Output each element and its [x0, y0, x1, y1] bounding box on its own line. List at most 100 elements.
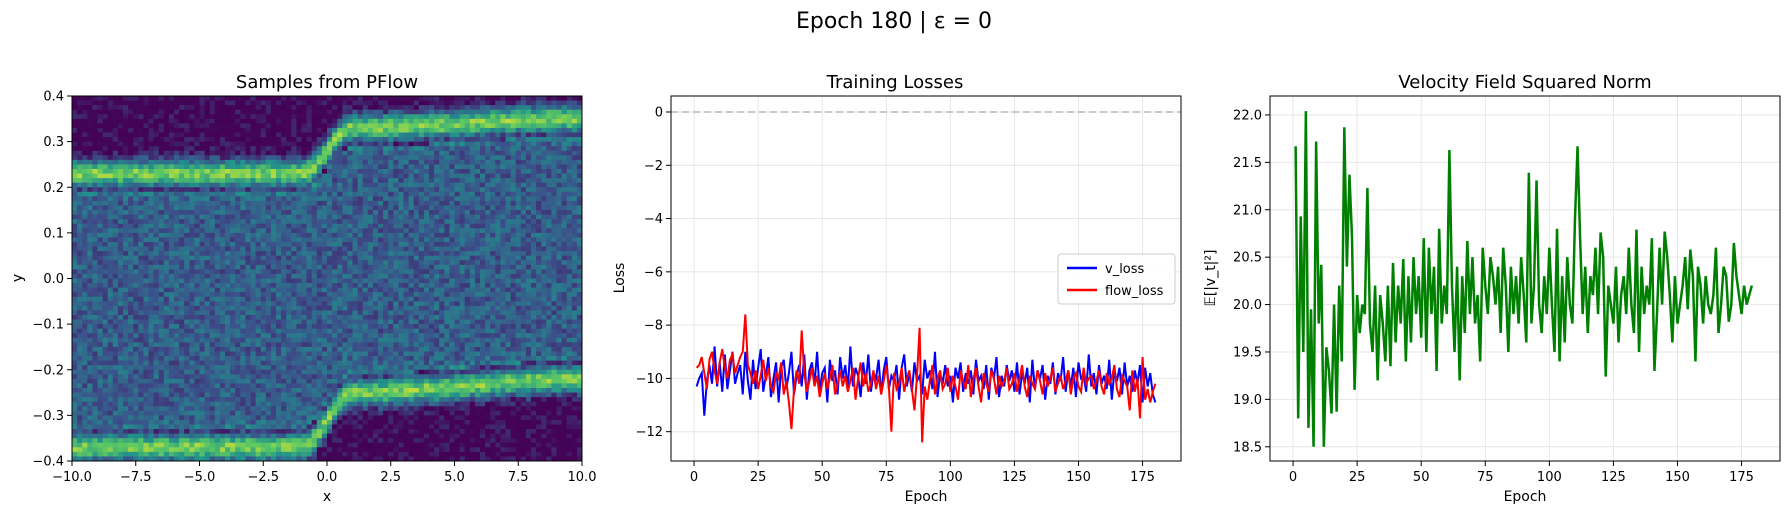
heatmap-cell [138, 178, 144, 184]
heatmap-cell [168, 214, 175, 220]
heatmap-cell [245, 246, 251, 252]
heatmap-cell [378, 219, 384, 225]
heatmap-cell [321, 214, 328, 220]
heatmap-cell [546, 301, 552, 307]
heatmap-cell [184, 310, 190, 316]
heatmap-cell [413, 287, 420, 293]
heatmap-cell [214, 105, 221, 111]
heatmap-cell [92, 137, 98, 143]
heatmap-cell [480, 251, 486, 257]
heatmap-cell [163, 232, 170, 238]
heatmap-cell [240, 305, 246, 311]
heatmap-cell [383, 127, 389, 133]
heatmap-cell [429, 150, 435, 156]
heatmap-cell [383, 232, 389, 238]
heatmap-cell [158, 305, 165, 311]
heatmap-cell [378, 292, 384, 298]
heatmap-cell [92, 283, 98, 289]
heatmap-cell [168, 237, 175, 243]
heatmap-cell [240, 187, 246, 193]
heatmap-cell [230, 141, 236, 147]
heatmap-cell [383, 146, 389, 152]
heatmap-cell [480, 223, 486, 229]
heatmap-cell [87, 301, 93, 307]
heatmap-cell [168, 196, 175, 202]
heatmap-cell [301, 242, 307, 247]
heatmap-cell [102, 205, 109, 211]
heatmap-cell [87, 287, 93, 293]
heatmap-cell [520, 228, 527, 234]
heatmap-cell [260, 137, 267, 143]
heatmap-cell [398, 210, 404, 216]
heatmap-cell [189, 273, 195, 279]
heatmap-cell [413, 187, 420, 193]
heatmap-cell [474, 301, 481, 307]
heatmap-cell [388, 127, 394, 133]
heatmap-cell [525, 315, 532, 320]
heatmap-cell [510, 109, 517, 115]
heatmap-cell [531, 137, 537, 143]
heatmap-cell [541, 141, 547, 147]
heatmap-cell [265, 210, 272, 216]
heatmap-cell [87, 214, 93, 220]
heatmap-cell [495, 196, 501, 202]
heatmap-cell [444, 137, 450, 143]
heatmap-cell [541, 105, 547, 111]
heatmap-cell [403, 187, 409, 193]
heatmap-cell [123, 200, 129, 206]
heatmap-cell [87, 246, 93, 252]
heatmap-cell [286, 242, 292, 247]
heatmap-cell [352, 242, 358, 247]
heatmap-cell [332, 278, 338, 284]
heatmap-cell [245, 292, 251, 298]
heatmap-cell [429, 310, 435, 316]
heatmap-cell [576, 191, 583, 197]
heatmap-cell [449, 292, 455, 298]
heatmap-cell [138, 191, 144, 197]
heatmap-cell [148, 200, 154, 206]
heatmap-cell [505, 264, 511, 270]
heatmap-cell [286, 173, 292, 179]
heatmap-cell [469, 109, 476, 115]
heatmap-cell [347, 283, 353, 289]
heatmap-cell [378, 251, 384, 257]
heatmap-cell [194, 278, 200, 284]
heatmap-cell [77, 137, 83, 143]
heatmap-cell [327, 251, 333, 257]
heatmap-cell [423, 223, 430, 229]
heatmap-cell [541, 296, 547, 302]
heatmap-cell [168, 205, 175, 211]
heatmap-cell [459, 219, 466, 225]
heatmap-cell [398, 200, 404, 206]
heatmap-cell [454, 296, 460, 302]
heatmap-cell [383, 109, 389, 115]
heatmap-cell [408, 242, 415, 247]
heatmap-cell [189, 191, 195, 197]
heatmap-cell [189, 118, 195, 124]
heatmap-cell [219, 200, 226, 206]
heatmap-cell [163, 164, 170, 170]
heatmap-cell [281, 232, 287, 238]
heatmap-cell [505, 182, 511, 188]
heatmap-cell [490, 214, 496, 220]
heatmap-cell [77, 178, 83, 184]
heatmap-cell [464, 310, 471, 316]
heatmap-cell [117, 109, 124, 115]
heatmap-cell [286, 214, 292, 220]
heatmap-cell [525, 146, 532, 152]
heatmap-cell [429, 182, 435, 188]
heatmap-cell [291, 137, 297, 143]
heatmap-cell [500, 273, 506, 279]
heatmap-cell [148, 169, 154, 174]
heatmap-cell [566, 173, 573, 179]
heatmap-cell [556, 123, 562, 129]
heatmap-cell [541, 214, 547, 220]
heatmap-cell [449, 187, 455, 193]
heatmap-cell [296, 137, 302, 143]
heatmap-cell [255, 173, 262, 179]
heatmap-cell [214, 150, 221, 156]
heatmap-cell [179, 232, 185, 238]
heatmap-cell [357, 260, 364, 266]
heatmap-cell [418, 315, 425, 320]
heatmap-cell [235, 178, 241, 184]
